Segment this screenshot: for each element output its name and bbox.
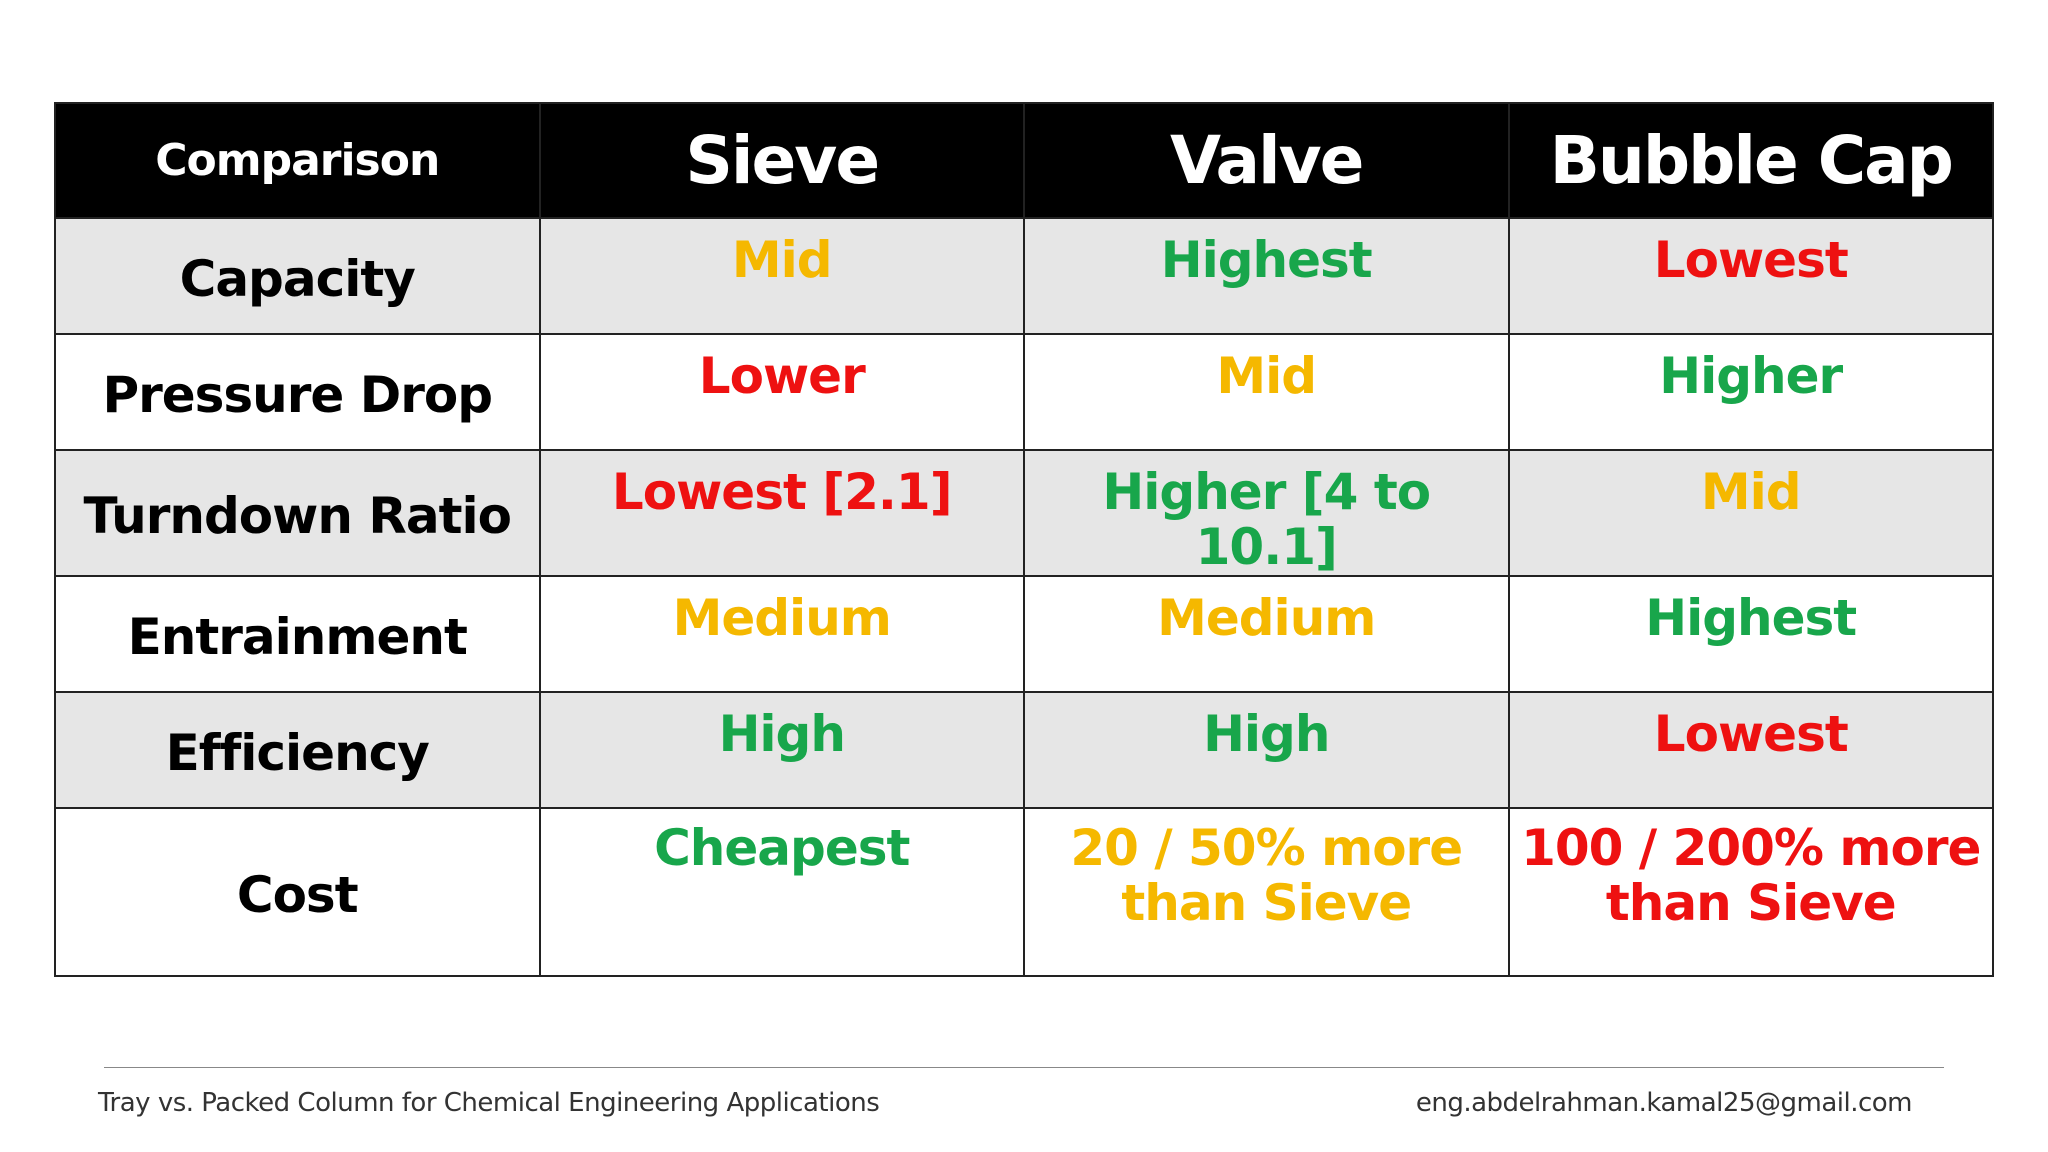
cell-bubble-cap: 100 / 200% more than Sieve	[1507, 807, 1994, 977]
cell-bubble-cap: Lowest	[1507, 217, 1994, 335]
cell-bubble-cap: Lowest	[1507, 691, 1994, 809]
cell-valve: Mid	[1023, 333, 1510, 451]
table-row-efficiency: Efficiency High High Lowest	[54, 691, 1994, 809]
row-label: Turndown Ratio	[54, 449, 541, 577]
table-row-cost: Cost Cheapest 20 / 50% more than Sieve 1…	[54, 807, 1994, 977]
row-label: Entrainment	[54, 575, 541, 693]
cell-valve: High	[1023, 691, 1510, 809]
cell-sieve: Lowest [2.1]	[538, 449, 1025, 577]
cell-sieve: Lower	[538, 333, 1025, 451]
row-label: Capacity	[54, 217, 541, 335]
cell-bubble-cap: Highest	[1507, 575, 1994, 693]
header-bubble-cap: Bubble Cap	[1507, 102, 1994, 219]
cell-sieve: Mid	[538, 217, 1025, 335]
table-row-pressure-drop: Pressure Drop Lower Mid Higher	[54, 333, 1994, 451]
row-label: Pressure Drop	[54, 333, 541, 451]
table-row-entrainment: Entrainment Medium Medium Highest	[54, 575, 1994, 693]
footer-email: eng.abdelrahman.kamal25@gmail.com	[1415, 1088, 1913, 1118]
cell-sieve: Cheapest	[538, 807, 1025, 977]
header-valve: Valve	[1023, 102, 1510, 219]
cell-valve: Highest	[1023, 217, 1510, 335]
cell-valve: 20 / 50% more than Sieve	[1023, 807, 1510, 977]
cell-bubble-cap: Mid	[1507, 449, 1994, 577]
footer-title: Tray vs. Packed Column for Chemical Engi…	[98, 1088, 880, 1118]
table-row-capacity: Capacity Mid Highest Lowest	[54, 217, 1994, 335]
comparison-table: Comparison Sieve Valve Bubble Cap Capaci…	[54, 102, 1994, 977]
header-sieve: Sieve	[538, 102, 1025, 219]
footer-divider	[104, 1067, 1944, 1068]
cell-bubble-cap: Higher	[1507, 333, 1994, 451]
table-header: Comparison Sieve Valve Bubble Cap	[54, 102, 1994, 219]
cell-valve: Medium	[1023, 575, 1510, 693]
table-row-turndown-ratio: Turndown Ratio Lowest [2.1] Higher [4 to…	[54, 449, 1994, 577]
header-comparison: Comparison	[54, 102, 541, 219]
cell-valve: Higher [4 to 10.1]	[1023, 449, 1510, 577]
row-label: Cost	[54, 807, 541, 977]
header-row: Comparison Sieve Valve Bubble Cap	[54, 102, 1994, 219]
cell-sieve: High	[538, 691, 1025, 809]
table-body: Capacity Mid Highest Lowest Pressure Dro…	[54, 217, 1994, 977]
cell-sieve: Medium	[538, 575, 1025, 693]
row-label: Efficiency	[54, 691, 541, 809]
